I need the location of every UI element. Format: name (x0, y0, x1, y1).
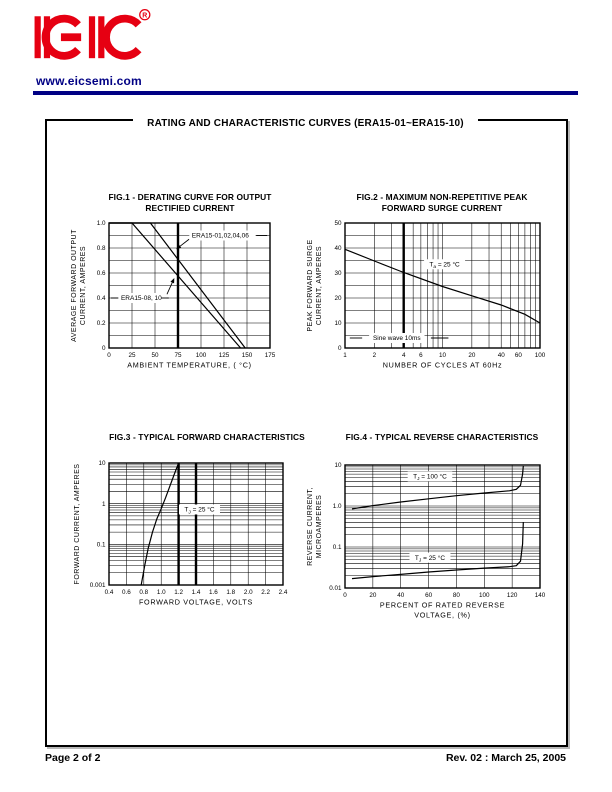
svg-text:20: 20 (468, 352, 476, 359)
svg-text:120: 120 (507, 592, 518, 599)
fig2-title: FIG.2 - MAXIMUM NON-REPETITIVE PEAK FORW… (356, 192, 528, 213)
svg-text:1.6: 1.6 (209, 589, 218, 596)
svg-text:2.0: 2.0 (244, 589, 253, 596)
svg-text:NUMBER OF CYCLES AT 60Hz: NUMBER OF CYCLES AT 60Hz (383, 361, 503, 370)
fig1-derating-curve-chart: ERA15-01,02,04,06 ERA15-08, 10 0 25 50 75 100 1… (71, 220, 276, 370)
svg-text:40: 40 (334, 245, 342, 252)
svg-text:6: 6 (419, 352, 423, 359)
svg-text:R: R (142, 12, 147, 19)
svg-text:80: 80 (453, 592, 461, 599)
header-rule (33, 91, 578, 95)
svg-text:MICROAMPERES: MICROAMPERES (316, 495, 323, 559)
svg-text:1.0: 1.0 (157, 589, 166, 596)
svg-text:1.0: 1.0 (333, 503, 342, 510)
svg-text:10: 10 (98, 460, 106, 467)
svg-text:175: 175 (265, 352, 276, 359)
svg-text:100: 100 (535, 352, 546, 359)
svg-text:40: 40 (397, 592, 405, 599)
svg-text:2.4: 2.4 (279, 589, 288, 596)
svg-text:ERA15-08, 10: ERA15-08, 10 (121, 295, 162, 302)
svg-text:TJ = 25 °C: TJ = 25 °C (415, 554, 445, 564)
svg-text:150: 150 (242, 352, 253, 359)
svg-text:REVERSE CURRENT,: REVERSE CURRENT, (307, 487, 314, 566)
svg-text:1.0: 1.0 (97, 220, 106, 227)
svg-text:0.1: 0.1 (333, 544, 342, 551)
svg-text:100: 100 (479, 592, 490, 599)
svg-text:1.4: 1.4 (192, 589, 201, 596)
eic-logo-graphic: R (34, 9, 151, 60)
svg-text:AMBIENT TEMPERATURE, ( °C): AMBIENT TEMPERATURE, ( °C) (127, 361, 252, 370)
svg-text:30: 30 (334, 270, 342, 277)
footer-revision: Rev. 02 : March 25, 2005 (445, 752, 566, 764)
svg-text:Sine wave 10ms: Sine wave 10ms (373, 335, 421, 342)
svg-text:1: 1 (343, 352, 347, 359)
svg-text:2.2: 2.2 (261, 589, 270, 596)
svg-text:10: 10 (334, 320, 342, 327)
svg-text:2: 2 (373, 352, 377, 359)
svg-text:0: 0 (107, 352, 111, 359)
svg-text:60: 60 (425, 592, 433, 599)
svg-text:100: 100 (196, 352, 207, 359)
svg-text:4: 4 (402, 352, 406, 359)
fig4-title: FIG.4 - TYPICAL REVERSE CHARACTERISTICS (345, 432, 539, 442)
svg-text:60: 60 (515, 352, 523, 359)
registered-mark-icon: R (139, 9, 151, 21)
svg-text:0.6: 0.6 (97, 270, 106, 277)
svg-text:0: 0 (343, 592, 347, 599)
svg-text:25: 25 (128, 352, 136, 359)
svg-text:FORWARD VOLTAGE, VOLTS: FORWARD VOLTAGE, VOLTS (139, 598, 253, 607)
fig3-title: FIG.3 - TYPICAL FORWARD CHARACTERISTICS (109, 432, 305, 442)
svg-text:0.4: 0.4 (97, 295, 106, 302)
svg-text:0.2: 0.2 (97, 320, 106, 327)
svg-text:1.2: 1.2 (174, 589, 183, 596)
svg-text:75: 75 (174, 352, 182, 359)
svg-text:FORWARD CURRENT, AMPERES: FORWARD CURRENT, AMPERES (74, 464, 81, 585)
svg-text:ERA15-01,02,04,06: ERA15-01,02,04,06 (192, 233, 249, 240)
svg-text:0.6: 0.6 (122, 589, 131, 596)
svg-text:140: 140 (535, 592, 546, 599)
svg-text:CURRENT, AMPERES: CURRENT, AMPERES (316, 246, 323, 325)
fig4-reverse-characteristics-chart: TJ = 100 °C TJ = 25 °C 0 20 40 60 80 100 120 140 1… (307, 462, 546, 620)
svg-text:0.001: 0.001 (90, 582, 106, 589)
fig2-surge-current-chart: Ta = 25 °C Sine wave 10ms 1 2 4 6 10 20 40 60 100 0… (307, 220, 546, 370)
fig3-forward-characteristics-chart: TJ = 25 °C 0.4 0.6 0.8 1.0 1.2 1.4 1.6 1.8 2.0 2.2… (74, 460, 288, 607)
svg-text:50: 50 (151, 352, 159, 359)
svg-text:VOLTAGE, (%): VOLTAGE, (%) (414, 611, 470, 620)
svg-text:Ta = 25 °C: Ta = 25 °C (429, 260, 460, 270)
svg-text:0.8: 0.8 (139, 589, 148, 596)
svg-text:40: 40 (498, 352, 506, 359)
svg-text:125: 125 (219, 352, 230, 359)
svg-text:0.8: 0.8 (97, 245, 106, 252)
svg-text:PEAK FORWARD SURGE: PEAK FORWARD SURGE (307, 239, 314, 331)
svg-text:AVERAGE FORWARD OUTPUT: AVERAGE FORWARD OUTPUT (71, 229, 78, 342)
svg-text:0.1: 0.1 (97, 542, 106, 549)
svg-text:0.4: 0.4 (105, 589, 114, 596)
svg-text:20: 20 (334, 295, 342, 302)
svg-text:0.01: 0.01 (329, 585, 342, 592)
svg-text:50: 50 (334, 220, 342, 227)
svg-text:0: 0 (102, 345, 106, 352)
page-title: RATING AND CHARACTERISTIC CURVES (ERA15-… (45, 113, 566, 131)
svg-text:PERCENT OF RATED REVERSE: PERCENT OF RATED REVERSE (380, 601, 505, 610)
svg-text:10: 10 (334, 462, 342, 469)
svg-text:1.8: 1.8 (226, 589, 235, 596)
eic-logo: R (33, 8, 151, 73)
svg-text:CURRENT, AMPERES: CURRENT, AMPERES (80, 246, 87, 325)
svg-text:TJ = 100 °C: TJ = 100 °C (413, 473, 447, 483)
svg-text:TJ = 25 °C: TJ = 25 °C (184, 506, 214, 516)
website-link[interactable]: www.eicsemi.com (36, 74, 142, 88)
fig1-title: FIG.1 - DERATING CURVE FOR OUTPUT RECTIF… (108, 192, 272, 213)
svg-text:10: 10 (439, 352, 447, 359)
svg-text:1: 1 (102, 501, 106, 508)
footer-page-number: Page 2 of 2 (45, 752, 101, 764)
svg-text:0: 0 (338, 345, 342, 352)
svg-text:20: 20 (369, 592, 377, 599)
